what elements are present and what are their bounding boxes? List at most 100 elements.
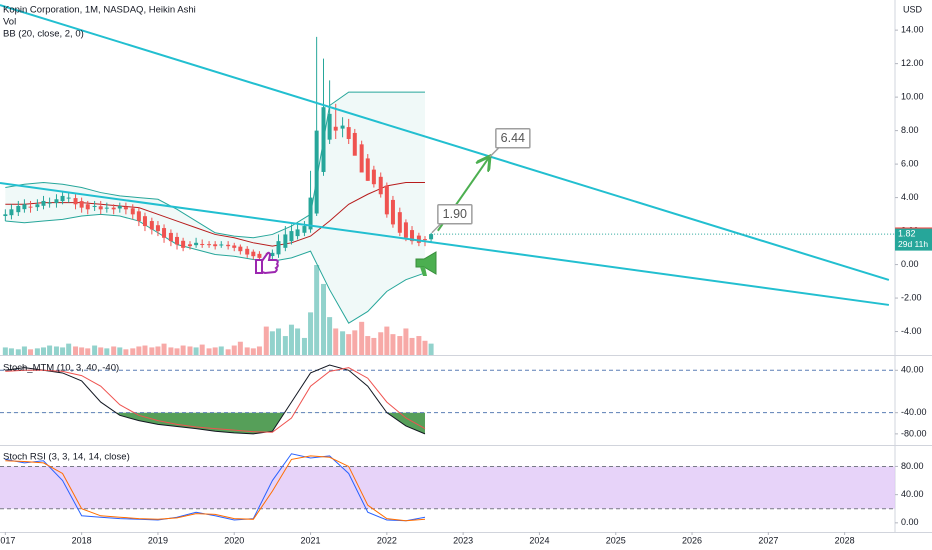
x-tick-label: 2022 [377,535,397,545]
volume-bar [409,337,415,355]
candle-body [66,197,71,199]
candle-body [308,197,313,230]
candle-body [226,244,231,247]
y-tick-label: -2.00 [901,292,922,302]
volume-bar [384,326,390,355]
y-tick-label: 4.00 [901,192,919,202]
volume-bar [8,348,14,355]
candle-body [340,125,345,129]
candle-body [365,158,370,181]
volume-bar [365,336,371,355]
volume-bar [15,349,21,355]
volume-bar [92,345,98,355]
trend-line [0,182,890,306]
volume-bar [378,332,384,355]
volume-bar [104,348,110,355]
candle-body [327,113,332,140]
candle-body [410,230,415,242]
candle-body [3,214,8,217]
candle-body [142,216,147,227]
bb-upper [5,91,425,239]
volume-bar [275,328,281,355]
volume-bar [218,346,224,355]
candle-body [200,243,205,245]
candle-body [85,204,90,210]
x-tick-label: 2026 [682,535,702,545]
callout-label: 6.44 [501,131,525,145]
candle-body [136,211,141,222]
candle-body [98,206,103,210]
volume-bar [21,346,27,355]
volume-bar [117,347,123,355]
callout-box [437,204,473,225]
y-tick-label: 10.00 [901,91,924,101]
candle-body [149,221,154,230]
volume-bar [340,331,346,355]
price-tag-countdown: 29d 11h [898,239,928,249]
volume-bar [422,340,428,355]
volume-bar [314,265,320,355]
price-tag [895,228,932,251]
icon-part [420,267,427,276]
volume-bar [180,345,186,355]
candle-body [270,252,275,257]
volume-bar [40,347,46,355]
volume-bar [193,347,199,355]
volume-bar [199,344,205,355]
chart-title: Kopin Corporation, 1M, NASDAQ, Heikin As… [3,5,196,16]
candle-body [378,176,383,195]
candle-body [333,126,338,131]
candle-body [155,225,160,232]
stoch-rsi-title: Stoch RSI (3, 3, 14, 14, close) [3,452,130,463]
volume-bar [225,349,231,355]
candle-body [397,212,402,233]
volume-bar [263,326,269,355]
candle-body [289,231,294,242]
bb-lower [5,213,426,324]
volume-bar [168,347,174,355]
currency-label: USD [903,4,923,14]
y-tick-label: 0.00 [901,517,919,527]
volume-bar [53,346,59,355]
bb-fill [5,92,425,324]
candle-body [79,201,84,208]
volume-bar [231,345,237,355]
candle-body [60,195,65,202]
candle-body [194,242,199,246]
y-tick-label: 8.00 [901,125,919,135]
candle-body [346,127,351,139]
volume-bar [321,283,327,355]
callout-label: 1.90 [443,207,467,221]
candle-body [238,246,243,252]
volume-bar [161,343,167,355]
x-tick-label: 2019 [148,535,168,545]
candle-body [429,234,434,240]
axes: 14.0012.0010.008.006.004.002.000.00-2.00… [0,25,927,546]
candle-body [390,199,395,225]
candle-body [384,185,389,215]
volume-bar [142,345,148,355]
volume-bar [416,336,422,355]
icon-part [415,251,437,275]
volume-bar [333,328,339,355]
volume-bar [34,348,40,355]
volume-bar [346,334,352,355]
volume-bar [397,336,403,355]
candle-body [16,205,21,213]
candle-body [168,232,173,242]
volume-label: Vol [3,17,16,28]
candle-body [257,253,262,258]
volume-bar [288,324,294,355]
megaphone-icon [415,251,437,276]
volume-bar [85,348,91,355]
callout-box [495,127,531,149]
trend-line [0,4,890,281]
candle-body [22,204,27,210]
candle-body [276,241,281,255]
volume-bar [308,312,314,355]
indicator-line [5,364,426,435]
y-tick-label: 40.00 [901,489,924,499]
candle-body [175,236,180,245]
volume-bar [174,348,180,355]
candle-body [162,228,167,238]
